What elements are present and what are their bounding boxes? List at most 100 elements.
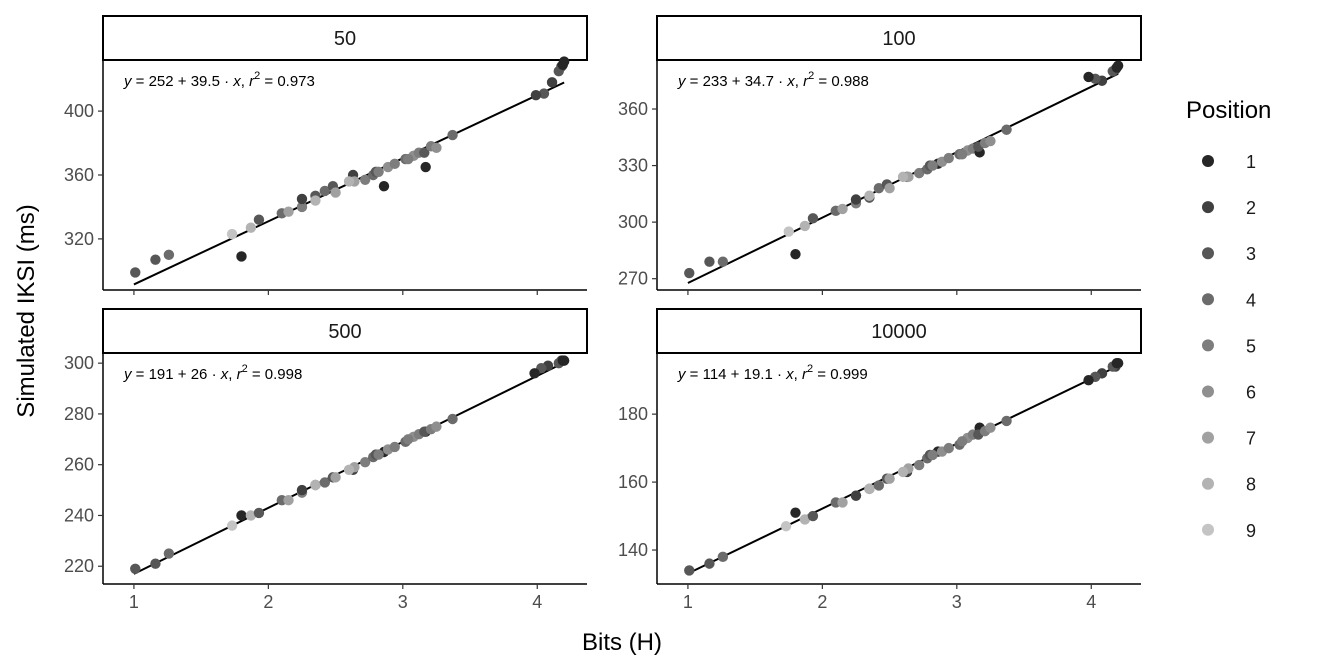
data-point <box>780 521 792 532</box>
legend-label: 7 <box>1246 429 1256 449</box>
data-point <box>956 436 968 447</box>
data-point <box>807 213 819 224</box>
data-point <box>236 251 247 262</box>
data-point <box>807 510 819 522</box>
legend-label: 2 <box>1246 198 1256 218</box>
data-point <box>529 368 540 379</box>
y-tick-label: 270 <box>618 269 648 289</box>
data-point <box>319 477 331 488</box>
strip-box <box>656 15 1142 61</box>
legend-key <box>1202 477 1214 490</box>
y-tick-label: 300 <box>618 212 648 232</box>
data-point <box>226 228 238 240</box>
legend-key <box>1202 339 1214 352</box>
legend-key <box>1202 385 1214 398</box>
data-point <box>130 267 141 278</box>
data-point <box>150 558 161 569</box>
y-tick-label: 320 <box>64 229 94 249</box>
data-point <box>873 480 885 491</box>
regression-equation: y = 191 + 26 · x, r2 = 0.998 <box>123 363 302 383</box>
data-point <box>330 472 341 483</box>
data-point <box>373 449 384 460</box>
data-point <box>1083 374 1094 386</box>
data-point <box>1083 71 1094 83</box>
data-point <box>684 565 695 576</box>
x-tick-label: 2 <box>263 592 273 612</box>
x-tick-label: 4 <box>532 592 542 612</box>
data-point <box>431 142 442 154</box>
y-tick-label: 160 <box>618 472 648 492</box>
y-axis-title: Simulated IKSI (ms) <box>13 204 40 417</box>
data-point <box>431 421 442 432</box>
strip-label: 50 <box>334 28 356 50</box>
data-point <box>985 422 996 433</box>
data-point <box>927 449 938 461</box>
data-point <box>884 182 895 194</box>
data-point <box>943 152 954 164</box>
legend-label: 4 <box>1246 290 1256 310</box>
legend-key <box>1202 293 1214 306</box>
strip-label: 500 <box>328 321 361 343</box>
data-point <box>310 479 321 491</box>
y-tick-label: 330 <box>618 156 648 176</box>
data-point <box>943 442 954 454</box>
legend: Position 1 2 3 4 5 6 7 8 9 <box>1186 97 1271 541</box>
x-tick-label: 2 <box>817 592 827 612</box>
x-tick-label: 3 <box>952 592 962 612</box>
data-point <box>985 135 996 147</box>
data-point <box>538 88 550 99</box>
data-point <box>402 434 414 445</box>
data-point <box>419 147 430 158</box>
data-point <box>236 510 247 521</box>
data-point <box>684 267 695 279</box>
data-point <box>897 171 909 183</box>
data-point <box>343 176 355 187</box>
data-point <box>296 193 308 205</box>
data-point <box>1001 124 1012 135</box>
data-point <box>704 558 715 569</box>
data-point <box>359 174 371 185</box>
regression-equation: y = 233 + 34.7 · x, r2 = 0.988 <box>677 70 869 90</box>
data-point <box>310 195 321 206</box>
facet-panel-10000: 10000 140 160 180 1 2 3 4 y = 114 + 19.1 · x, r2… <box>618 308 1142 612</box>
data-point <box>557 59 568 70</box>
data-point <box>873 182 885 194</box>
y-tick-label: 400 <box>64 101 94 121</box>
x-tick-label: 1 <box>129 592 139 612</box>
data-point <box>799 514 811 525</box>
data-point <box>245 510 257 521</box>
legend-key <box>1202 431 1214 444</box>
data-point <box>864 483 875 495</box>
data-point <box>783 226 794 237</box>
y-tick-label: 280 <box>64 404 94 424</box>
data-point <box>283 495 294 506</box>
data-point <box>837 497 848 508</box>
data-point <box>790 507 801 518</box>
data-point <box>850 194 862 205</box>
data-point <box>956 149 968 160</box>
legend-label: 1 <box>1246 152 1256 172</box>
regression-equation: y = 114 + 19.1 · x, r2 = 0.999 <box>677 363 868 383</box>
data-point <box>402 153 414 165</box>
data-point <box>557 355 568 366</box>
data-point <box>319 185 331 197</box>
data-point <box>130 563 141 574</box>
data-point <box>343 464 355 475</box>
legend-title: Position <box>1186 97 1271 124</box>
data-point <box>373 166 384 178</box>
strip-box <box>656 308 1142 354</box>
data-point <box>296 201 308 213</box>
data-point <box>717 256 729 267</box>
data-point <box>359 456 371 468</box>
data-point <box>420 161 431 173</box>
legend-label: 3 <box>1246 244 1256 264</box>
data-point <box>837 203 848 215</box>
strip-label: 100 <box>882 28 915 50</box>
data-point <box>850 490 862 501</box>
data-point <box>447 413 458 425</box>
data-point <box>389 441 400 453</box>
x-axis-title: Bits (H) <box>582 629 662 656</box>
x-tick-label: 3 <box>398 592 408 612</box>
x-tick-label: 1 <box>683 592 693 612</box>
